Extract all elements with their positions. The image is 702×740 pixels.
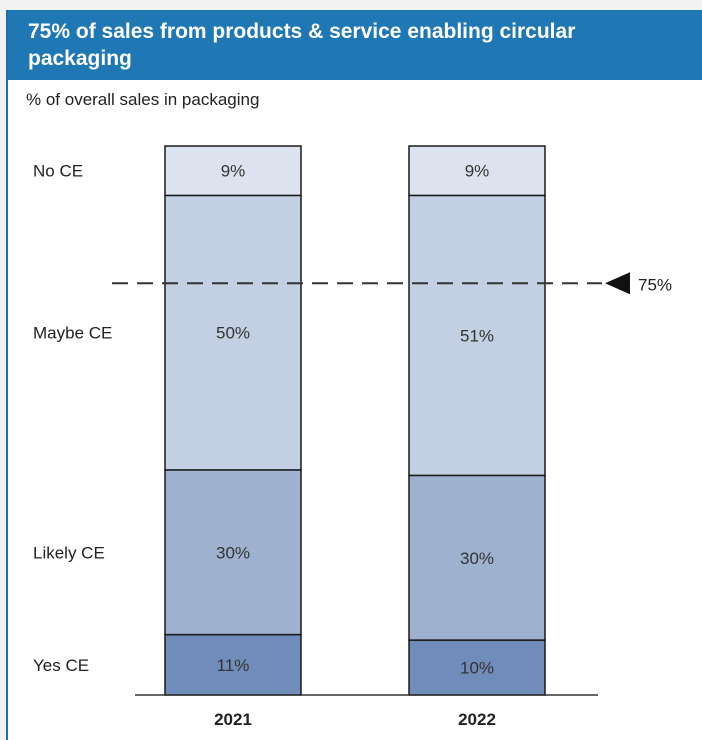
series-label: Maybe CE xyxy=(33,324,112,343)
data-label: 30% xyxy=(216,543,250,562)
series-label: No CE xyxy=(33,162,83,181)
chart-subtitle: % of overall sales in packaging xyxy=(26,90,260,109)
bar-segment-yes-ce-2021 xyxy=(164,633,302,696)
series-label: Likely CE xyxy=(33,543,105,562)
bar-segment-maybe-ce-2021 xyxy=(164,194,302,471)
data-label: 9% xyxy=(465,162,490,181)
series-label: Yes CE xyxy=(33,656,89,675)
reference-line-label: 75% xyxy=(638,275,672,294)
data-label: 9% xyxy=(221,162,246,181)
bar-segment-maybe-ce-2022 xyxy=(408,194,546,477)
x-tick-label: 2021 xyxy=(214,710,252,729)
reference-arrow-icon xyxy=(605,272,630,295)
bar-segment-yes-ce-2022 xyxy=(408,639,546,696)
data-label: 30% xyxy=(460,549,494,568)
bar-segment-no-ce-2022 xyxy=(408,145,546,197)
bar-segment-likely-ce-2021 xyxy=(164,469,302,636)
data-label: 50% xyxy=(216,324,250,343)
data-label: 10% xyxy=(460,659,494,678)
bar-segment-no-ce-2021 xyxy=(164,145,302,197)
chart-title: 75% of sales from products & service ena… xyxy=(28,20,576,70)
x-tick-label: 2022 xyxy=(458,710,496,729)
chart-frame: 75% of sales from products & service ena… xyxy=(6,10,702,740)
data-label: 51% xyxy=(460,326,494,345)
bar-segment-likely-ce-2022 xyxy=(408,474,546,641)
title-bar: 75% of sales from products & service ena… xyxy=(8,10,702,80)
data-label: 11% xyxy=(217,656,250,675)
